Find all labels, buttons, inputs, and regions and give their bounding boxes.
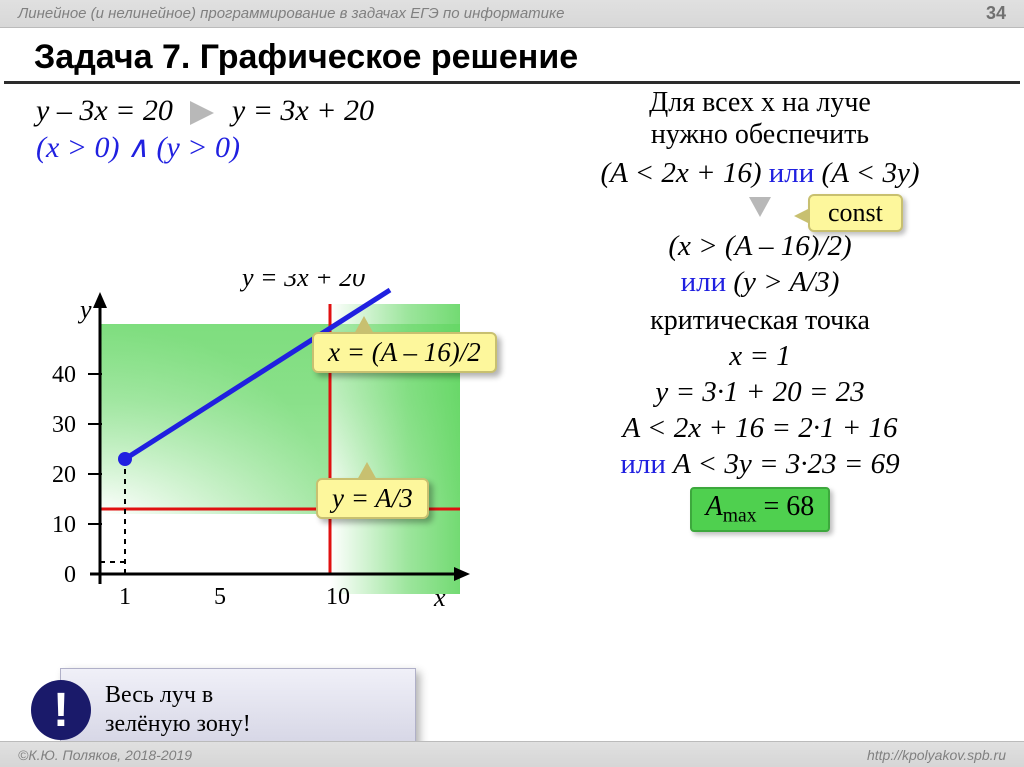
xtick-10: 10 (326, 584, 350, 610)
eq1-right: y = 3x + 20 (232, 94, 374, 127)
right-column: Для всех x на луче нужно обеспечить (A <… (520, 84, 1000, 535)
ytick-10: 10 (52, 512, 76, 538)
footer-bar: ©К.Ю. Поляков, 2018-2019 http://kpolyako… (0, 741, 1024, 767)
intro-line: Для всех x на луче нужно обеспечить (520, 87, 1000, 151)
critical-label: критическая точка (520, 305, 1000, 337)
cond2a: (x > (A – 16)/2) (520, 230, 1000, 263)
crit-A2: или A < 3y = 3·23 = 69 (520, 448, 1000, 481)
eq1-left: y – 3x = 20 (36, 94, 173, 127)
header-bar: Линейное (и нелинейное) программирование… (0, 0, 1024, 28)
note-box: ! Весь луч взелёную зону! (60, 668, 416, 752)
page-number: 34 (986, 3, 1006, 24)
const-callout: const (808, 194, 903, 232)
xtick-1: 1 (119, 584, 131, 610)
footer-right: http://kpolyakov.spb.ru (867, 747, 1006, 763)
cond2b: или (y > A/3) (520, 266, 1000, 299)
note-text: Весь луч взелёную зону! (105, 681, 251, 739)
arrow-right-icon (190, 101, 214, 125)
line-label: y = 3x + 20 (239, 274, 365, 292)
crit-y: y = 3·1 + 20 = 23 (520, 376, 1000, 409)
cond1: (A < 2x + 16) или (A < 3y) (520, 157, 1000, 190)
ytick-0: 0 (64, 562, 76, 588)
page-title: Задача 7. Графическое решение (4, 28, 1020, 84)
crit-A1: A < 2x + 16 = 2·1 + 16 (520, 412, 1000, 445)
ytick-40: 40 (52, 362, 76, 388)
header-subject: Линейное (и нелинейное) программирование… (18, 5, 564, 22)
y-axis-label: y (77, 295, 92, 324)
footer-left: ©К.Ю. Поляков, 2018-2019 (18, 747, 192, 763)
content: y – 3x = 20 y = 3x + 20 (x > 0) ∧ (y > 0… (0, 84, 1024, 165)
answer-row: Amax = 68 (520, 487, 1000, 532)
chart: 0 10 20 30 40 1 5 10 y x y = 3x + 20 (30, 274, 496, 634)
arrow-down-row: const (520, 193, 1000, 227)
arrow-down-icon (749, 197, 771, 217)
answer-box: Amax = 68 (690, 487, 831, 532)
ytick-30: 30 (52, 412, 76, 438)
callout-x: x = (A – 16)/2 (312, 332, 497, 373)
xtick-5: 5 (214, 584, 226, 610)
crit-x: x = 1 (520, 340, 1000, 373)
x-axis-label: x (433, 583, 446, 612)
callout-y: y = A/3 (316, 478, 429, 519)
ytick-20: 20 (52, 462, 76, 488)
exclamation-icon: ! (31, 680, 91, 740)
